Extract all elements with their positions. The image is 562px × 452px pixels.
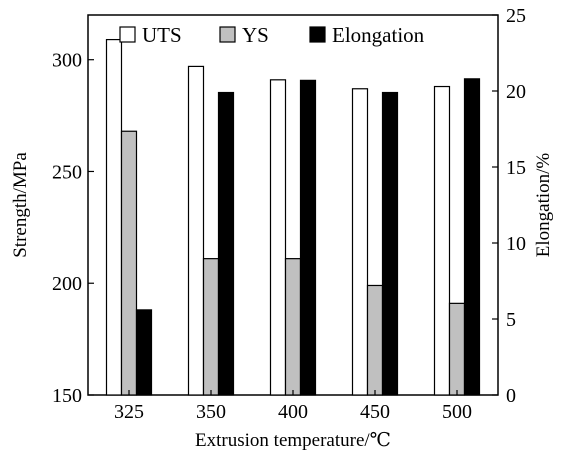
legend-label-elongation: Elongation [332, 23, 425, 47]
bar-ys-325 [120, 130, 138, 396]
bar-uts-325 [105, 38, 123, 396]
bar-elongation-450 [381, 91, 399, 396]
x-tick-label: 325 [114, 401, 144, 423]
right-axis-title: Elongation/% [533, 153, 554, 258]
axes-group: 325 350 400 450 500 150 200 250 300 0 5 10 15 20 25 [52, 5, 526, 423]
left-axis-title: Strength/MPa [10, 152, 31, 258]
legend-swatch-ys [219, 26, 236, 43]
bar-uts-400 [269, 79, 287, 396]
left-tick-label: 200 [52, 273, 82, 295]
x-tick-label: 400 [278, 401, 308, 423]
bar-uts-500 [433, 85, 451, 396]
legend: UTS YS Elongation [119, 23, 425, 47]
bar-elongation-500 [463, 78, 481, 396]
left-tick-label: 300 [52, 50, 82, 72]
bar-elongation-325 [135, 309, 153, 396]
bar-uts-450 [351, 88, 369, 396]
right-tick-label: 15 [506, 157, 526, 179]
left-tick-label: 250 [52, 161, 82, 183]
left-tick-label: 150 [52, 385, 82, 407]
bar-ys-450 [366, 284, 384, 396]
bar-elongation-400 [299, 79, 317, 396]
bar-ys-350 [202, 258, 220, 396]
right-tick-label: 25 [506, 5, 526, 27]
legend-swatch-uts [119, 26, 136, 43]
legend-label-ys: YS [242, 23, 269, 47]
x-tick-label: 500 [442, 401, 472, 423]
right-tick-label: 0 [506, 385, 516, 407]
bar-ys-500 [448, 302, 466, 396]
right-tick-label: 10 [506, 233, 526, 255]
bar-elongation-350 [217, 91, 235, 396]
x-tick-label: 350 [196, 401, 226, 423]
bar-ys-400 [284, 258, 302, 396]
x-tick-label: 450 [360, 401, 390, 423]
legend-swatch-elongation [309, 26, 326, 43]
bar-uts-350 [187, 65, 205, 396]
bars-group [105, 38, 481, 396]
x-axis-title: Extrusion temperature/℃ [195, 430, 391, 451]
right-tick-label: 5 [506, 309, 516, 331]
right-tick-label: 20 [506, 81, 526, 103]
legend-label-uts: UTS [142, 23, 182, 47]
